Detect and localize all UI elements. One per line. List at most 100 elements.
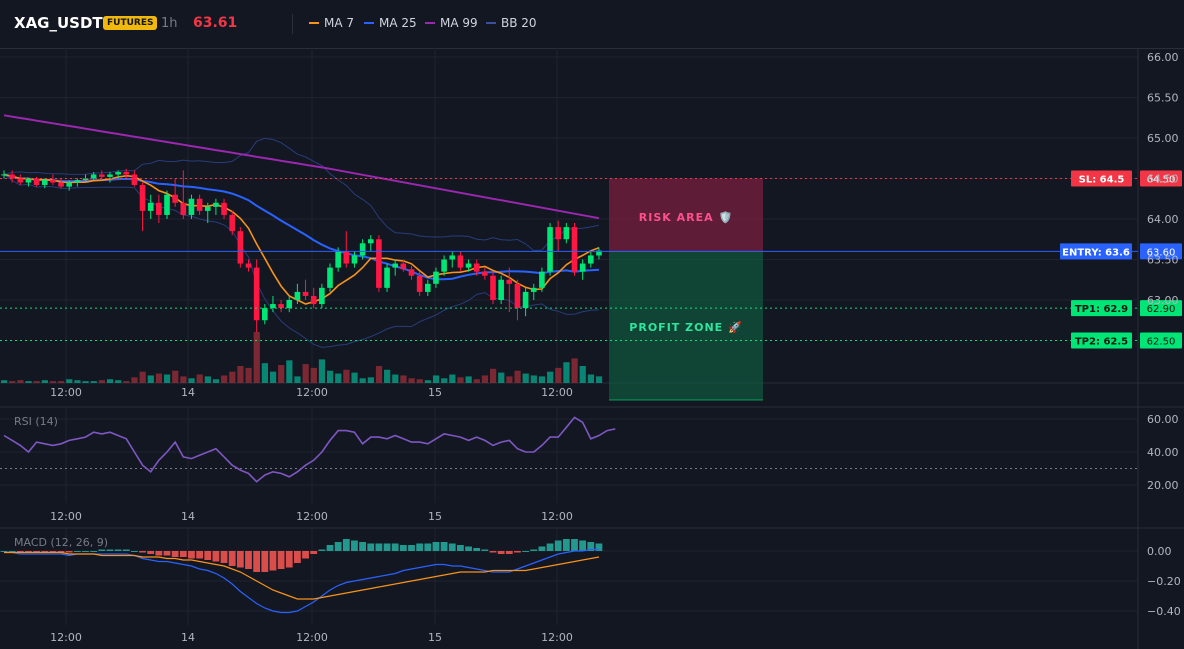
candle-body xyxy=(196,198,203,211)
volume-bar xyxy=(416,379,423,383)
candle-body xyxy=(107,174,113,177)
volume-bar xyxy=(579,366,586,383)
volume-bar xyxy=(98,380,105,383)
macd-histogram-bar xyxy=(538,546,546,551)
volume-bar xyxy=(66,379,73,383)
entry-tag-label: ENTRY: 63.6 xyxy=(1062,247,1130,258)
candle-body xyxy=(416,275,423,292)
legend-ma25[interactable]: MA 25 xyxy=(364,16,417,30)
macd-histogram-bar xyxy=(269,551,277,571)
candle-body xyxy=(164,194,170,215)
macd-histogram-bar xyxy=(106,549,114,551)
macd-histogram-bar xyxy=(188,551,195,559)
sl-axis-label: 64.50 xyxy=(1147,175,1176,186)
macd-histogram-bar xyxy=(0,551,8,552)
macd-histogram-bar xyxy=(530,549,538,551)
macd-histogram-bar xyxy=(204,551,212,560)
macd-histogram-bar xyxy=(514,551,521,553)
time-tick-label: 15 xyxy=(428,631,442,644)
macd-histogram-bar xyxy=(310,551,318,554)
volume-bar xyxy=(367,377,374,383)
volume-bar xyxy=(514,370,521,383)
candle-body xyxy=(522,291,529,309)
candle-body xyxy=(367,239,374,244)
volume-bar xyxy=(1,380,8,383)
legend-ma7[interactable]: MA 7 xyxy=(309,16,354,30)
legend-label: MA 7 xyxy=(324,16,355,30)
volume-bar xyxy=(278,365,285,383)
volume-bar xyxy=(318,359,326,383)
time-tick-label: 14 xyxy=(181,631,195,644)
macd-histogram-bar xyxy=(122,549,130,551)
trade-levels: SL: 64.5 64.50 ENTRY: 63.6 63.60 TP1: 62.9 62… xyxy=(0,170,1182,349)
candle-body xyxy=(139,184,146,211)
candle-body xyxy=(213,202,219,207)
volume-bar xyxy=(49,381,57,383)
candle-body xyxy=(221,202,227,215)
volume-bar xyxy=(269,371,277,383)
volume-bar xyxy=(253,332,260,383)
time-tick-label: 12:00 xyxy=(296,510,328,523)
volume-bar xyxy=(106,379,114,383)
macd-histogram-bar xyxy=(33,551,40,553)
candle-body xyxy=(262,308,268,321)
legend-swatch-icon xyxy=(425,22,435,24)
sl-axis-background xyxy=(1140,170,1182,187)
volume-bar xyxy=(188,378,195,383)
candle-body xyxy=(172,194,178,203)
volume-bars xyxy=(1,332,603,383)
macd-title: MACD (12, 26, 9) xyxy=(14,536,108,549)
macd-histogram-bar xyxy=(228,551,236,566)
volume-bar xyxy=(245,367,252,383)
macd-histogram-bar xyxy=(196,551,203,559)
volume-bar xyxy=(571,358,578,383)
volume-bar xyxy=(286,360,293,383)
macd-histogram-bar xyxy=(171,551,179,557)
macd-histogram-bar xyxy=(98,549,106,551)
macd-histogram-bar xyxy=(114,549,122,551)
macd-histogram-bar xyxy=(399,545,407,551)
candle-body xyxy=(33,178,40,185)
macd-tick-label: 0.00 xyxy=(1147,545,1172,558)
price-tick-label: 65.00 xyxy=(1147,132,1179,145)
candle-body xyxy=(99,174,105,177)
candle-body xyxy=(270,304,276,309)
volume-bar xyxy=(196,374,203,383)
candle-body xyxy=(490,275,496,300)
legend-bb20[interactable]: BB 20 xyxy=(486,16,537,30)
time-tick-label: 12:00 xyxy=(50,386,82,399)
volume-bar xyxy=(547,371,554,383)
macd-histogram-bar xyxy=(245,551,252,569)
sl-tag-background xyxy=(1071,170,1132,187)
volume-bar xyxy=(587,374,594,383)
macd-histogram-bar xyxy=(261,551,269,572)
macd-histogram-bar xyxy=(65,551,73,553)
macd-histogram-bar xyxy=(359,542,366,551)
candle-body xyxy=(384,267,390,288)
price-tick-label: 64.00 xyxy=(1147,213,1179,226)
volume-bar xyxy=(82,381,89,383)
candle-body xyxy=(115,172,121,175)
legend-ma99[interactable]: MA 99 xyxy=(425,16,478,30)
entry-axis-background xyxy=(1140,243,1182,260)
sl-tag-label: SL: 64.5 xyxy=(1079,175,1125,186)
candle-body xyxy=(335,251,341,268)
candle-body xyxy=(457,255,464,268)
candle-body xyxy=(123,172,130,175)
candle-body xyxy=(555,227,561,240)
time-tick-label: 15 xyxy=(428,510,442,523)
macd-histogram-bar xyxy=(351,540,358,551)
volume-bar xyxy=(473,379,480,383)
candle-body xyxy=(571,227,578,272)
volume-bar xyxy=(74,380,81,383)
volume-bar xyxy=(375,366,383,383)
macd-histogram-bar xyxy=(236,551,244,568)
legend-label: MA 25 xyxy=(379,16,417,30)
symbol-title[interactable]: XAG_USDT xyxy=(14,14,103,32)
macd-histogram-bar xyxy=(465,546,472,551)
timeframe-label[interactable]: 1h xyxy=(161,16,178,31)
volume-bar xyxy=(490,368,497,383)
candle-body xyxy=(376,239,382,288)
macd-histogram-bar xyxy=(522,551,529,552)
